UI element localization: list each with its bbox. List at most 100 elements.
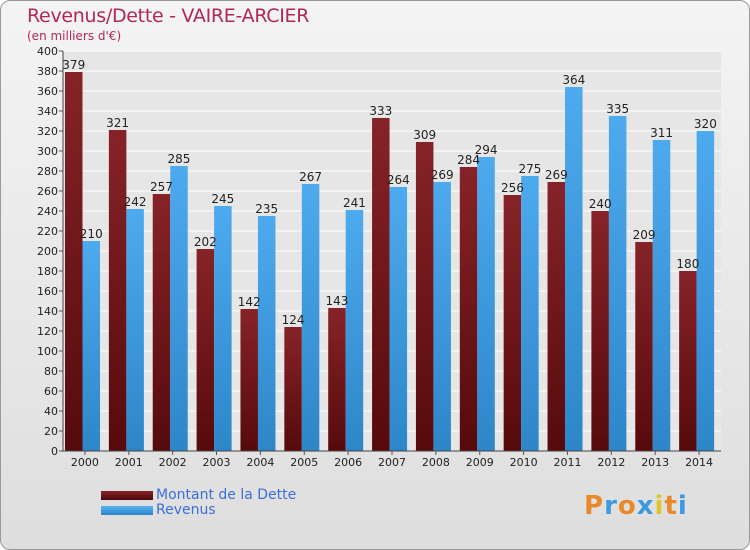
bar-debt [284, 327, 302, 451]
legend-item-debt: Montant de la Dette [101, 487, 296, 503]
data-label-debt: 202 [194, 235, 217, 249]
y-tick-label: 140 [37, 305, 58, 318]
legend-swatch-debt [101, 490, 153, 500]
data-label-debt: 379 [62, 58, 85, 72]
data-label-revenue: 264 [387, 173, 410, 187]
bar-revenue [433, 182, 451, 451]
y-tick-label: 60 [44, 385, 58, 398]
y-tick-label: 400 [37, 45, 58, 58]
logo-letter: i [677, 491, 688, 521]
bar-debt [415, 142, 434, 451]
x-tick-label: 2014 [685, 456, 713, 469]
bar-revenue [696, 131, 715, 451]
axes: 0 20 40 60 80 100 120 140 160 180 200 220 240 260 280 3… [37, 45, 721, 469]
data-label-debt: 257 [150, 180, 173, 194]
bar-debt [196, 249, 215, 451]
y-tick-label: 0 [51, 445, 58, 458]
bar-revenue [608, 116, 627, 451]
x-tick-label: 2005 [290, 456, 318, 469]
bar-debt [328, 308, 346, 451]
y-tick-label: 280 [37, 165, 58, 178]
x-tick-label: 2003 [203, 456, 231, 469]
legend-label-revenue: Revenus [156, 502, 216, 518]
data-label-debt: 209 [633, 228, 656, 242]
y-tick-label: 100 [37, 345, 58, 358]
y-tick-label: 300 [37, 145, 58, 158]
x-tick-label: 2010 [510, 456, 538, 469]
y-tick-label: 240 [37, 205, 58, 218]
data-label-revenue: 285 [168, 152, 191, 166]
bar-revenue [389, 187, 408, 451]
data-label-revenue: 335 [606, 102, 629, 116]
logo-letter: x [636, 491, 655, 521]
data-label-debt: 309 [413, 128, 436, 142]
y-tick-label: 160 [37, 285, 58, 298]
logo-letter: P [584, 491, 605, 521]
bar-revenue [301, 184, 320, 451]
bar-revenue [345, 210, 364, 451]
data-label-revenue: 275 [518, 162, 541, 176]
y-tick-label: 260 [37, 185, 58, 198]
legend-label-debt: Montant de la Dette [156, 487, 297, 503]
bar-debt [108, 130, 127, 451]
y-tick-label: 80 [44, 365, 58, 378]
x-tick-label: 2013 [641, 456, 669, 469]
data-label-revenue: 245 [211, 192, 234, 206]
bar-revenue [126, 209, 144, 451]
bars [65, 72, 715, 451]
data-label-debt: 256 [501, 181, 524, 195]
bar-revenue [257, 216, 276, 451]
data-label-debt: 180 [676, 257, 699, 271]
y-tick-label: 180 [37, 265, 58, 278]
proxiti-logo: Proxiti [584, 491, 688, 521]
data-label-debt: 142 [238, 295, 261, 309]
data-label-revenue: 210 [80, 227, 103, 241]
bar-debt [591, 211, 609, 451]
bar-debt [459, 167, 478, 451]
bar-debt [547, 182, 566, 451]
data-label-debt: 321 [106, 116, 129, 130]
x-tick-label: 2000 [71, 456, 99, 469]
chart-title: Revenus/Dette - VAIRE-ARCIER [27, 5, 310, 27]
bar-revenue [170, 166, 188, 451]
bar-revenue [652, 140, 671, 451]
data-label-revenue: 241 [343, 196, 366, 210]
y-tick-label: 220 [37, 225, 58, 238]
x-tick-label: 2001 [115, 456, 143, 469]
logo-letter: i [654, 491, 665, 521]
y-tick-label: 360 [37, 85, 58, 98]
data-label-debt: 143 [325, 294, 348, 308]
x-tick-label: 2007 [378, 456, 406, 469]
bar-debt [65, 72, 83, 451]
bar-revenue [477, 157, 495, 451]
x-tick-label: 2004 [246, 456, 274, 469]
data-label-revenue: 235 [255, 202, 278, 216]
data-label-revenue: 267 [299, 170, 322, 184]
logo-letter: r [604, 491, 618, 521]
bar-debt [152, 194, 171, 451]
y-tick-label: 40 [44, 405, 58, 418]
x-tick-label: 2011 [553, 456, 581, 469]
bar-revenue [521, 176, 539, 451]
y-tick-label: 120 [37, 325, 58, 338]
y-tick-label: 340 [37, 105, 58, 118]
y-tick-label: 20 [44, 425, 58, 438]
logo-letter: t [664, 491, 678, 521]
x-tick-label: 2008 [422, 456, 450, 469]
data-label-debt: 240 [589, 197, 612, 211]
x-tick-label: 2012 [597, 456, 625, 469]
bar-debt [240, 309, 258, 451]
y-tick-label: 380 [37, 65, 58, 78]
bar-debt [503, 195, 522, 451]
data-label-revenue: 294 [475, 143, 498, 157]
bar-revenue [214, 206, 232, 451]
bar-debt [372, 118, 390, 451]
x-tick-label: 2006 [334, 456, 362, 469]
legend-swatch-revenue [101, 505, 153, 515]
x-tick-label: 2009 [466, 456, 494, 469]
bar-revenue [82, 241, 100, 451]
data-label-revenue: 311 [650, 126, 673, 140]
